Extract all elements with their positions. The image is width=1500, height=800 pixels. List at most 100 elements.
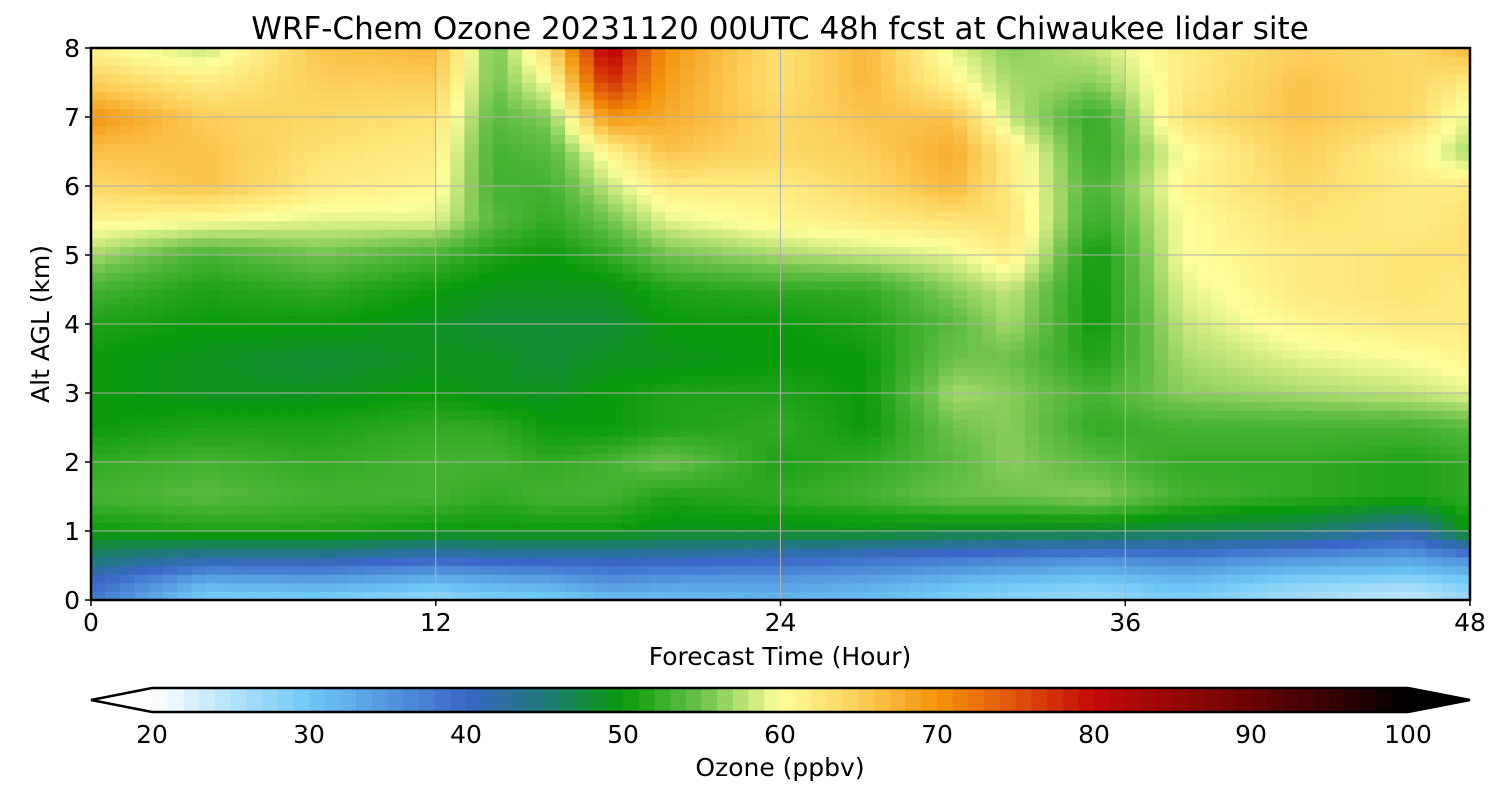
heatmap-cell <box>1024 582 1040 592</box>
heatmap-cell <box>1039 237 1055 247</box>
heatmap-cell <box>507 91 523 101</box>
heatmap-cell <box>665 289 681 299</box>
heatmap-cell <box>852 186 868 196</box>
heatmap-cell <box>536 574 552 584</box>
heatmap-cell <box>1024 298 1040 308</box>
heatmap-cell <box>938 582 954 592</box>
heatmap-cell <box>507 427 523 437</box>
heatmap-cell <box>924 229 940 239</box>
heatmap-cell <box>593 82 609 92</box>
heatmap-cell <box>1125 160 1141 170</box>
heatmap-cell <box>306 375 322 385</box>
heatmap-cell <box>162 496 178 506</box>
heatmap-cell <box>320 306 336 316</box>
heatmap-cell <box>1039 82 1055 92</box>
heatmap-cell <box>1010 315 1026 325</box>
heatmap-cell <box>708 194 724 204</box>
heatmap-cell <box>493 160 509 170</box>
heatmap-cell <box>464 117 480 127</box>
heatmap-cell <box>363 418 379 429</box>
heatmap-cell <box>565 367 580 377</box>
heatmap-cell <box>363 203 379 213</box>
heatmap-cell <box>1125 194 1141 204</box>
heatmap-cell <box>679 470 695 480</box>
heatmap-cell <box>981 522 997 532</box>
heatmap-cell <box>924 142 940 153</box>
heatmap-cell <box>694 125 710 135</box>
heatmap-cell <box>234 332 250 342</box>
heatmap-cell <box>881 462 897 472</box>
heatmap-cell <box>1197 56 1213 66</box>
heatmap-cell <box>766 229 782 239</box>
heatmap-cell <box>249 134 264 144</box>
heatmap-cell <box>766 65 782 75</box>
heatmap-cell <box>780 505 796 515</box>
heatmap-cell <box>363 479 379 489</box>
heatmap-cell <box>751 108 767 118</box>
heatmap-cell <box>521 367 537 377</box>
heatmap-cell <box>220 91 236 101</box>
heatmap-cell <box>636 470 652 480</box>
heatmap-cell <box>636 393 652 403</box>
heatmap-cell <box>521 565 537 575</box>
heatmap-cell <box>1153 203 1169 213</box>
heatmap-cell <box>1168 531 1184 541</box>
heatmap-cell <box>809 315 825 325</box>
heatmap-cell <box>162 194 178 204</box>
heatmap-cell <box>909 56 925 66</box>
heatmap-cell <box>579 117 595 127</box>
heatmap-cell <box>1197 82 1213 92</box>
heatmap-cell <box>995 108 1011 118</box>
heatmap-cell <box>1139 160 1155 170</box>
heatmap-cell <box>852 280 868 291</box>
heatmap-cell <box>895 470 911 480</box>
heatmap-cell <box>162 306 178 316</box>
heatmap-cell <box>277 125 293 135</box>
heatmap-cell <box>349 134 365 144</box>
heatmap-cell <box>392 99 408 109</box>
heatmap-cell <box>579 134 595 144</box>
heatmap-cell <box>177 220 193 230</box>
heatmap-cell <box>823 358 839 368</box>
heatmap-cell <box>636 255 652 265</box>
heatmap-cell <box>895 565 911 575</box>
heatmap-cell <box>521 211 537 222</box>
heatmap-cell <box>1024 203 1040 213</box>
heatmap-cell <box>162 418 178 429</box>
heatmap-cell <box>1125 341 1141 351</box>
heatmap-cell <box>967 306 983 316</box>
heatmap-cell <box>493 220 509 230</box>
heatmap-cell <box>205 444 221 454</box>
heatmap-cell <box>177 470 193 480</box>
heatmap-cell <box>478 384 494 394</box>
heatmap-cell <box>1139 168 1155 178</box>
heatmap-cell <box>952 582 968 592</box>
heatmap-cell <box>651 108 667 118</box>
heatmap-cell <box>952 410 968 420</box>
heatmap-cell <box>378 280 394 291</box>
heatmap-cell <box>105 479 121 489</box>
heatmap-cell <box>967 117 983 127</box>
heatmap-cell <box>809 48 825 58</box>
heatmap-cell <box>177 393 193 403</box>
heatmap-cell <box>335 151 351 161</box>
heatmap-cell <box>292 548 308 558</box>
heatmap-cell <box>205 341 221 351</box>
heatmap-cell <box>162 65 178 75</box>
heatmap-cell <box>392 220 408 230</box>
heatmap-cell <box>895 513 911 523</box>
heatmap-cell <box>995 246 1011 256</box>
heatmap-cell <box>363 548 379 558</box>
heatmap-cell <box>378 289 394 299</box>
heatmap-cell <box>837 211 853 222</box>
heatmap-cell <box>392 142 408 153</box>
heatmap-cell <box>292 487 308 498</box>
heatmap-cell <box>780 453 796 463</box>
heatmap-cell <box>306 427 322 437</box>
heatmap-cell <box>723 384 738 394</box>
heatmap-cell <box>105 401 121 411</box>
heatmap-cell <box>493 487 509 498</box>
heatmap-cell <box>995 229 1011 239</box>
heatmap-cell <box>1182 487 1198 498</box>
heatmap-cell <box>981 436 997 446</box>
